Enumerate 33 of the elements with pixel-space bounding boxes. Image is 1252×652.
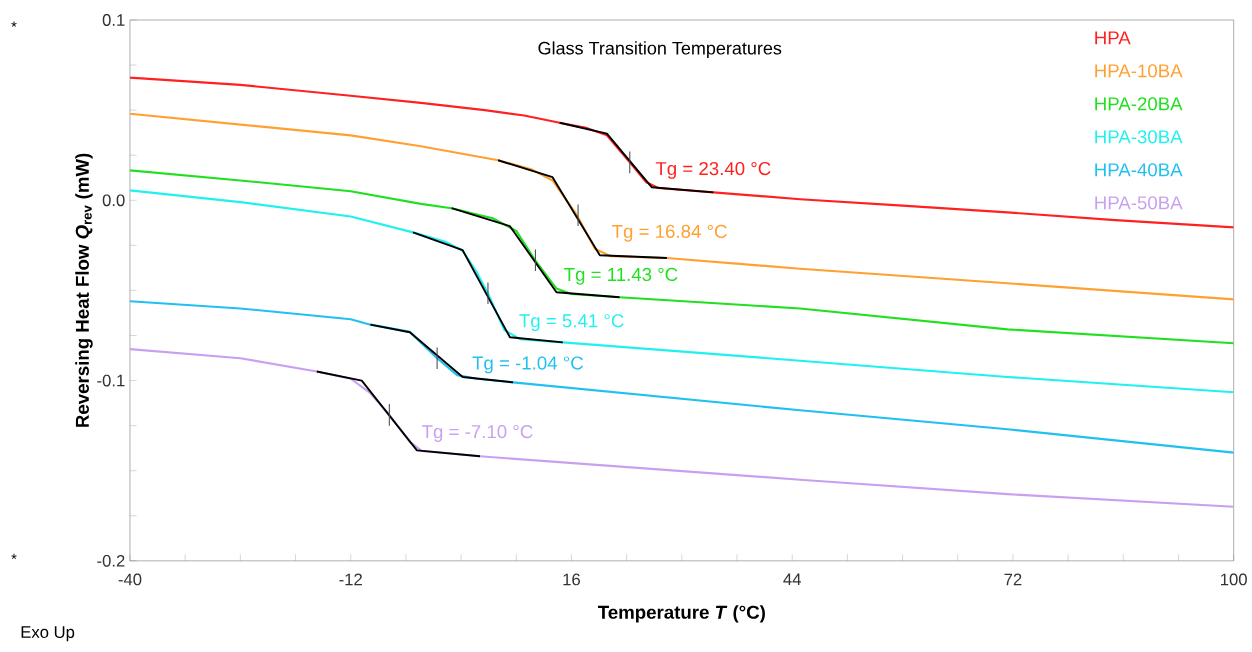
y-axis-title: Reversing Heat Flow Q$_{rev}$ (mW) [75,153,93,427]
text: Glass Transition Temperatures [538,41,782,59]
annotation: Tg = 5.41 °C [519,314,624,332]
y-tick-label: 0.0 [102,194,125,207]
line-series [129,189,1234,394]
x-tick-label: 72 [1004,573,1022,586]
text: * [11,553,17,560]
annotation: Tg = 11.43 °C [564,267,678,285]
y-tick-label: -0.1 [97,374,125,387]
text: * [11,21,17,27]
line-series [369,323,515,384]
line-series [129,348,1234,508]
x-tick-label: 100 [1221,573,1247,586]
x-tick-label: 44 [783,573,801,586]
annotation: Tg = -1.04 °C [472,356,584,374]
annotation: Tg = 16.84 °C [612,224,727,242]
x-axis-title: Temperature T (°C) [597,605,765,623]
x-tick-label: -40 [118,573,142,586]
text: HPA-20BA [1095,97,1183,111]
text: HPA-40BA [1095,163,1183,177]
x-tick-label: 16 [563,573,580,586]
line-series [129,300,1234,454]
y-tick-label: -0.2 [97,555,125,567]
annotation: Tg = -7.10 °C [422,425,533,443]
text: HPA-10BA [1095,64,1183,78]
line-series [412,231,564,344]
text: HPA-50BA [1095,196,1183,210]
text: Exo Up [21,626,75,642]
text: HPA-30BA [1095,130,1183,144]
text: HPA [1095,31,1131,45]
y-tick-label: 0.1 [102,14,125,26]
x-tick-label: -12 [339,573,362,586]
annotation: Tg = 23.40 °C [655,162,771,179]
